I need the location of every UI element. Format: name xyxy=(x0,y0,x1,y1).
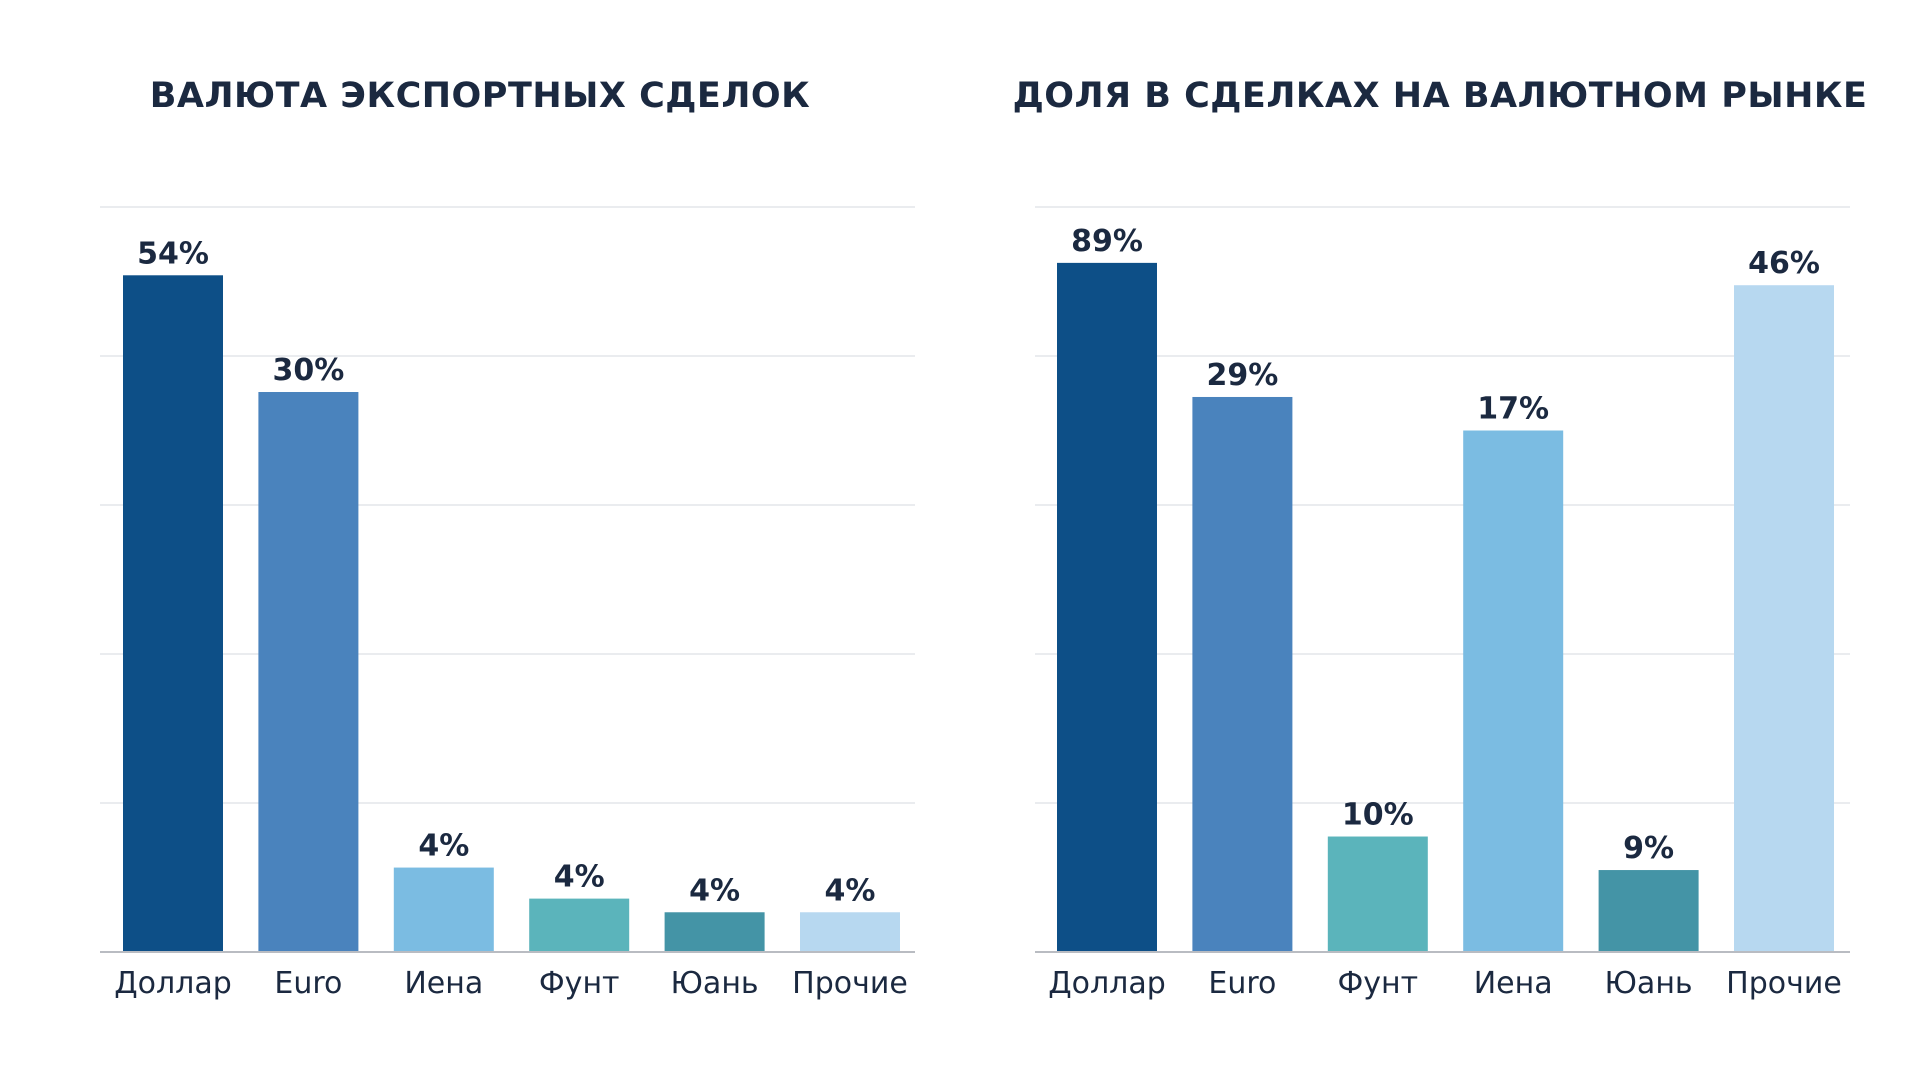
category-label: Доллар xyxy=(114,966,232,1001)
data-label: 29% xyxy=(1206,358,1278,393)
bar-chart-right: 89% Доллар 29% Euro 10% Фунт 17% Иена 9% Юань 46% П… xyxy=(1035,206,1850,1001)
bar xyxy=(1192,396,1293,953)
bar xyxy=(1734,285,1834,953)
bar xyxy=(123,275,223,953)
category-label: Юань xyxy=(671,966,759,1001)
bar xyxy=(1598,870,1699,952)
category-label: Фунт xyxy=(1337,966,1418,1001)
data-label: 4% xyxy=(689,873,740,908)
chart-title: ВАЛЮТА ЭКСПОРТНЫХ СДЕЛОК xyxy=(149,76,811,116)
category-label: Юань xyxy=(1605,966,1693,1001)
data-label: 46% xyxy=(1748,246,1820,281)
category-label: Euro xyxy=(274,966,342,1001)
category-label: Иена xyxy=(404,966,483,1001)
chart-panel-left: ВАЛЮТА ЭКСПОРТНЫХ СДЕЛОК 54% Доллар 30% Eur… xyxy=(100,76,915,1001)
bar xyxy=(1057,262,1157,952)
category-label: Прочие xyxy=(792,966,908,1001)
gridlines xyxy=(100,206,915,804)
bar xyxy=(393,867,494,952)
chart-title: ДОЛЯ В СДЕЛКАХ НА ВАЛЮТНОМ РЫНКЕ xyxy=(1012,76,1868,116)
data-label: 30% xyxy=(272,353,344,388)
bar xyxy=(1327,836,1428,952)
category-label: Euro xyxy=(1208,966,1276,1001)
data-label: 9% xyxy=(1623,831,1674,866)
data-label: 4% xyxy=(825,873,876,908)
data-label: 17% xyxy=(1477,392,1549,427)
category-label: Доллар xyxy=(1048,966,1166,1001)
bar xyxy=(664,912,765,952)
category-label: Иена xyxy=(1474,966,1553,1001)
bar xyxy=(258,392,359,953)
bar xyxy=(1463,430,1564,952)
category-label: Фунт xyxy=(539,966,620,1001)
bar xyxy=(800,912,900,952)
data-label: 4% xyxy=(418,829,469,864)
chart-panel-right: ДОЛЯ В СДЕЛКАХ НА ВАЛЮТНОМ РЫНКЕ 89% Долл… xyxy=(960,0,1920,1072)
bar xyxy=(529,898,630,952)
data-label: 54% xyxy=(137,236,209,271)
gridlines xyxy=(1035,206,1850,804)
data-label: 10% xyxy=(1342,798,1414,833)
bar-chart-left: 54% Доллар 30% Euro 4% Иена 4% Фунт 4% Юань 4% Проч… xyxy=(100,206,915,1001)
data-label: 89% xyxy=(1071,224,1143,259)
data-label: 4% xyxy=(554,860,605,895)
category-label: Прочие xyxy=(1726,966,1842,1001)
